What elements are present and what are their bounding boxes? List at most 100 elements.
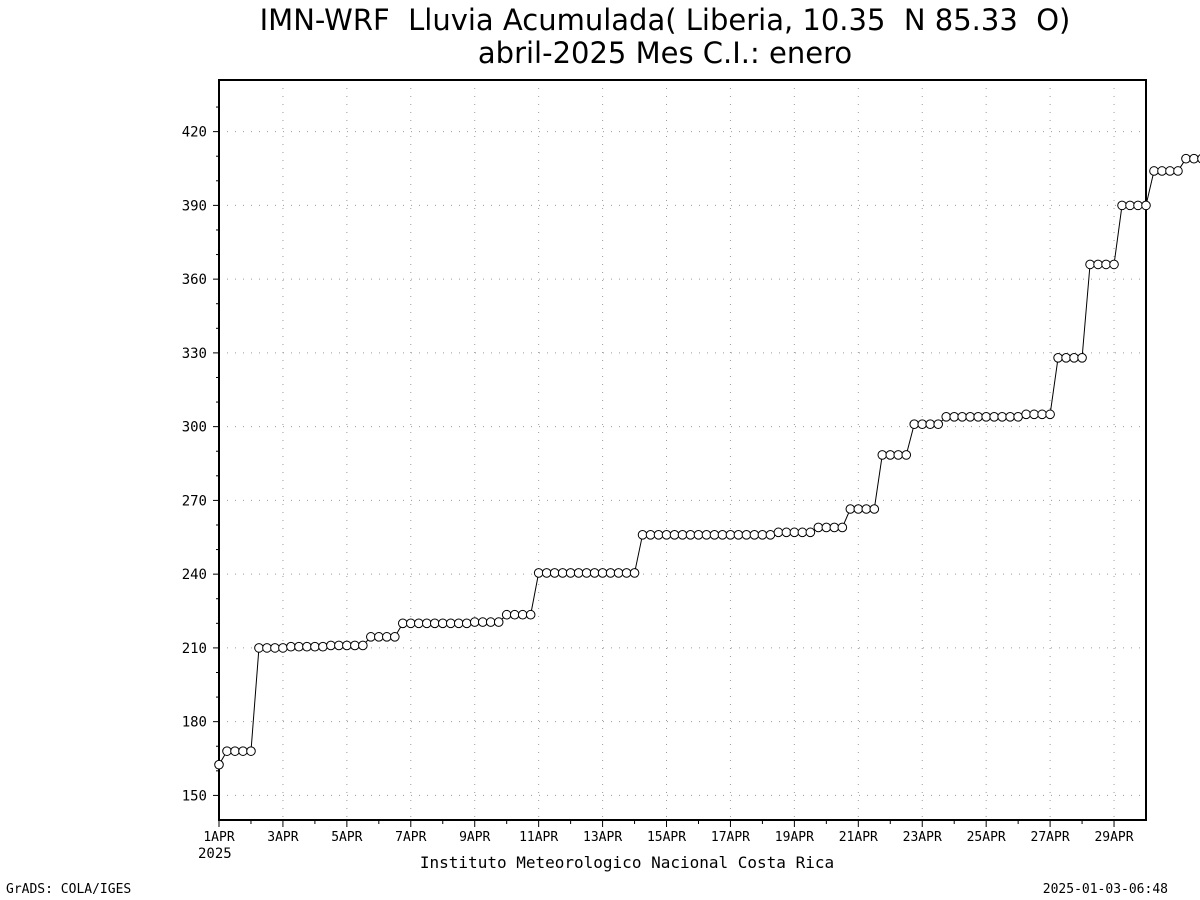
x-tick-label: 29APR bbox=[1094, 830, 1133, 845]
data-point bbox=[733, 530, 744, 540]
data-point bbox=[485, 617, 496, 627]
data-point bbox=[805, 527, 816, 538]
data-point bbox=[989, 412, 999, 422]
data-point bbox=[709, 530, 720, 540]
data-point bbox=[286, 641, 296, 652]
data-point bbox=[1093, 259, 1103, 270]
data-point bbox=[741, 530, 752, 540]
data-point bbox=[1117, 200, 1127, 211]
data-point bbox=[717, 530, 728, 540]
data-point bbox=[246, 746, 256, 756]
data-point bbox=[1053, 353, 1063, 363]
data-point bbox=[893, 450, 904, 460]
data-point bbox=[973, 412, 983, 422]
data-point bbox=[525, 609, 536, 620]
y-tick-label: 360 bbox=[182, 272, 207, 288]
data-point bbox=[557, 568, 568, 578]
y-tick-label: 420 bbox=[182, 125, 207, 141]
data-point bbox=[342, 640, 352, 651]
data-point bbox=[877, 450, 888, 460]
data-point bbox=[469, 617, 480, 627]
x-tick-label: 19APR bbox=[775, 830, 814, 845]
data-point bbox=[853, 504, 864, 514]
x-tick-label: 23APR bbox=[903, 830, 942, 845]
x-axis-year-label: 2025 bbox=[198, 846, 232, 862]
data-point bbox=[613, 568, 624, 578]
data-point bbox=[765, 530, 776, 540]
data-point bbox=[941, 412, 952, 422]
data-point bbox=[230, 746, 240, 756]
data-point bbox=[1165, 166, 1175, 176]
data-point bbox=[677, 530, 688, 540]
data-point bbox=[565, 568, 576, 578]
data-point bbox=[1133, 200, 1143, 211]
x-tick-label: 1APR bbox=[203, 830, 234, 845]
data-point bbox=[997, 412, 1007, 422]
data-point bbox=[781, 527, 792, 538]
data-point bbox=[1197, 154, 1200, 164]
data-point bbox=[270, 643, 280, 653]
data-point bbox=[493, 617, 504, 627]
grid-lines bbox=[219, 80, 1146, 820]
data-point bbox=[925, 419, 936, 429]
data-point bbox=[222, 746, 232, 756]
data-point bbox=[957, 412, 968, 422]
data-point bbox=[1077, 353, 1087, 363]
data-point bbox=[701, 530, 712, 540]
chart-subtitle: abril-2025 Mes C.I.: enero bbox=[477, 36, 853, 70]
data-point bbox=[405, 618, 416, 629]
data-point bbox=[294, 641, 304, 652]
data-point bbox=[789, 527, 800, 538]
data-point bbox=[965, 412, 975, 422]
data-point bbox=[1149, 166, 1159, 176]
data-point bbox=[1189, 153, 1199, 164]
x-tick-label: 13APR bbox=[583, 830, 622, 845]
data-point bbox=[629, 568, 640, 578]
data-point bbox=[605, 568, 616, 578]
data-point bbox=[501, 609, 512, 620]
data-point bbox=[821, 522, 832, 533]
y-tick-label: 390 bbox=[182, 198, 207, 214]
data-point bbox=[901, 450, 912, 460]
data-point bbox=[621, 568, 632, 578]
data-point bbox=[238, 746, 248, 756]
data-point bbox=[390, 632, 400, 642]
data-point bbox=[693, 530, 704, 540]
data-point bbox=[429, 618, 440, 629]
data-point bbox=[413, 618, 424, 629]
data-point bbox=[1045, 409, 1055, 420]
data-point bbox=[661, 530, 672, 540]
data-point bbox=[589, 568, 600, 578]
data-point bbox=[1125, 200, 1135, 211]
data-point bbox=[829, 522, 840, 533]
data-point bbox=[645, 530, 656, 540]
data-point bbox=[421, 618, 432, 629]
data-point bbox=[861, 504, 872, 514]
footer-timestamp: 2025-01-03-06:48 bbox=[1042, 882, 1168, 897]
data-point bbox=[573, 568, 584, 578]
x-tick-label: 7APR bbox=[395, 830, 426, 845]
data-point bbox=[541, 568, 552, 578]
y-tick-label: 300 bbox=[182, 420, 207, 436]
data-point bbox=[773, 527, 784, 538]
data-point bbox=[845, 504, 856, 514]
y-tick-label: 240 bbox=[182, 567, 207, 583]
data-point bbox=[1109, 259, 1119, 270]
x-tick-label: 17APR bbox=[711, 830, 750, 845]
y-tick-label: 150 bbox=[182, 788, 207, 804]
data-point bbox=[1029, 409, 1039, 420]
data-point bbox=[1157, 166, 1167, 176]
data-point bbox=[885, 450, 896, 460]
data-point bbox=[949, 412, 960, 422]
data-point bbox=[837, 522, 848, 533]
y-tick-label: 330 bbox=[182, 346, 207, 362]
data-point bbox=[725, 530, 736, 540]
data-point bbox=[533, 568, 544, 578]
data-point bbox=[262, 643, 272, 653]
data-point bbox=[813, 522, 824, 533]
data-point bbox=[382, 632, 392, 642]
data-point bbox=[453, 618, 464, 629]
data-point bbox=[214, 759, 224, 770]
data-point bbox=[358, 640, 368, 651]
